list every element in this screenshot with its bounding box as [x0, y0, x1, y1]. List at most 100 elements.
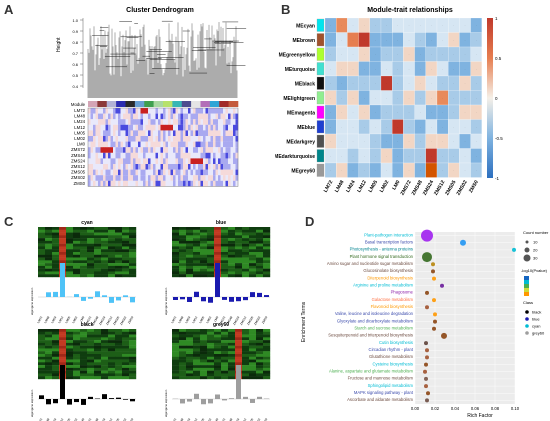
heatmap-cell: [145, 180, 149, 187]
eigengene-bar: [74, 294, 79, 297]
heatmap-cell: [233, 119, 236, 125]
correlation-value: ·: [397, 69, 398, 71]
heatmap-cell: [193, 175, 196, 181]
trait-column-label: LM48: [334, 179, 346, 193]
expression-cell: [45, 329, 53, 332]
correlation-value: ·: [341, 40, 342, 42]
expression-cell: [87, 265, 95, 269]
expression-cell: [87, 274, 95, 278]
expression-cell: [249, 235, 257, 239]
expression-cell: [52, 342, 60, 346]
heatmap-cell: [138, 169, 141, 176]
expression-cell: [214, 243, 222, 247]
heatmap-cell: [113, 147, 116, 153]
eigengene-bar: [222, 297, 227, 300]
heatmap-cell: [203, 108, 206, 114]
legend-p-swatch: [524, 280, 529, 284]
expression-cell: [228, 252, 236, 255]
expression-cell: [249, 254, 257, 258]
correlation-value: ·: [330, 25, 331, 27]
eigengene-xlabel: ZMS12: [239, 315, 247, 326]
heatmap-cell: [230, 164, 234, 170]
expression-cell: [94, 249, 102, 253]
x-tick-label: 0.04: [451, 406, 460, 411]
expression-cell: [108, 252, 116, 255]
eigengene-xlabel: ZMS05: [112, 417, 120, 421]
heatmap-cell: [223, 169, 226, 176]
heatmap-cell: [235, 152, 239, 159]
expression-cell: [221, 337, 229, 341]
expression-cell: [200, 268, 208, 272]
dendrogram-tree: [87, 20, 247, 98]
heatmap-cell: [133, 152, 136, 159]
heatmap-cell: [160, 130, 164, 137]
expression-cell: [80, 359, 88, 363]
enrichment-term-label: Alanine, aspartate and glutamate metabol…: [329, 368, 414, 373]
heatmap-cell: [105, 108, 109, 114]
heatmap-cell: [145, 113, 149, 120]
heatmap-cell: [188, 119, 191, 125]
heatmap-cell: [165, 147, 169, 153]
heatmap-cell: [223, 130, 226, 137]
heatmap-cell: [113, 169, 116, 176]
expression-cell: [38, 329, 46, 332]
heatmap-cell: [135, 164, 139, 170]
expression-cell: [59, 249, 67, 253]
expression-cell: [193, 232, 201, 236]
heatmap-cell: [220, 180, 224, 187]
correlation-value: ·: [386, 141, 387, 143]
heatmap-cell: [188, 113, 191, 120]
correlation-value: ·: [420, 69, 421, 71]
expression-cell: [193, 365, 201, 369]
expression-cell: [235, 271, 243, 275]
correlation-value: ·: [420, 141, 421, 143]
expression-cell: [122, 329, 130, 332]
heatmap-cell: [145, 124, 149, 131]
eigengene-xlabel: ZMS0: [261, 417, 269, 421]
expression-cell: [122, 342, 130, 346]
expression-cell: [221, 334, 229, 338]
expression-cell: [221, 342, 229, 346]
heatmap-cell: [173, 158, 176, 165]
heatmap-cell: [103, 130, 106, 137]
trait-column-label: LM12: [356, 179, 368, 193]
enrichment-point: [433, 312, 437, 317]
expression-cell: [66, 329, 74, 332]
expression-cell: [38, 263, 46, 267]
heatmap-cell: [108, 113, 111, 120]
heatmap-cell: [135, 113, 139, 120]
eigengene-xlabel: LM05: [198, 417, 205, 421]
expression-cell: [221, 238, 229, 242]
correlation-value: ·: [375, 25, 376, 27]
enrichment-point: [424, 362, 428, 367]
expression-cell: [228, 356, 236, 360]
correlation-value: ·: [431, 98, 432, 100]
heatmap-cell: [203, 180, 206, 187]
heatmap-cell: [210, 108, 214, 114]
heatmap-cell: [228, 136, 231, 142]
heatmap-cell: [163, 124, 166, 131]
heatmap-cell: [203, 113, 206, 120]
correlation-value: ·: [341, 83, 342, 85]
expression-cell: [207, 243, 215, 247]
x-tick-label: 0.06: [471, 406, 480, 411]
heatmap-cell: [150, 169, 154, 176]
expression-cell: [80, 367, 88, 371]
heatmap-cell: [190, 119, 194, 125]
expression-cell: [242, 334, 250, 338]
correlation-value: ·: [465, 54, 466, 56]
heatmap-cell: [143, 164, 146, 170]
expression-cell: [87, 254, 95, 258]
heatmap-cell: [133, 136, 136, 142]
expression-cell: [66, 359, 74, 363]
expression-cell: [235, 345, 243, 349]
expression-cell: [186, 342, 194, 346]
heatmap-cell: [225, 136, 229, 142]
expression-cell: [172, 227, 180, 230]
heatmap-cell: [190, 124, 194, 131]
heatmap-cell: [168, 108, 171, 114]
expression-cell: [214, 359, 222, 363]
heatmap-cell: [200, 108, 204, 114]
heatmap-cell: [203, 158, 206, 165]
expression-cell: [38, 365, 46, 369]
